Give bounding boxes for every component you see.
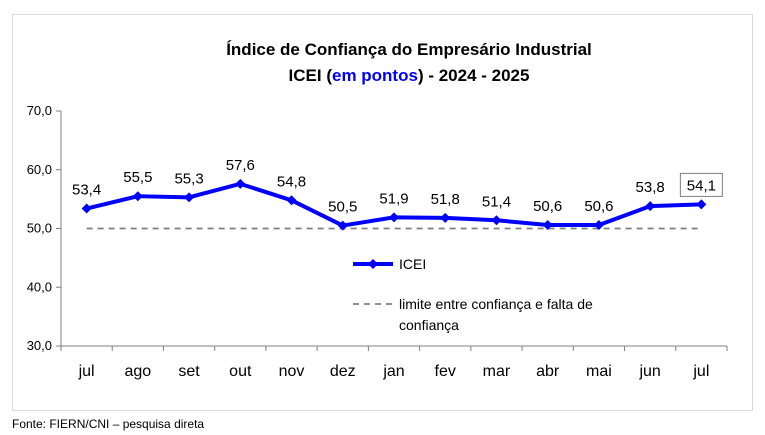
legend-icei-label: ICEI bbox=[399, 256, 426, 272]
y-tick-label: 60,0 bbox=[27, 162, 52, 177]
y-tick-label: 50,0 bbox=[27, 221, 52, 236]
icei-point bbox=[440, 212, 451, 223]
x-tick-label: jul bbox=[692, 363, 709, 380]
data-label: 54,1 bbox=[687, 177, 716, 194]
data-label: 50,6 bbox=[584, 198, 613, 215]
highlight-label-box bbox=[679, 172, 723, 197]
chart-subtitle: ICEI (em pontos) - 2024 - 2025 bbox=[289, 66, 530, 85]
x-tick-label: dez bbox=[330, 363, 356, 380]
subtitle-accent: em pontos bbox=[332, 66, 418, 85]
x-tick-label: mai bbox=[586, 363, 612, 380]
x-tick-label: jun bbox=[638, 363, 660, 380]
x-tick-label: abr bbox=[536, 363, 560, 380]
series-layer bbox=[81, 178, 707, 231]
x-tick-label: nov bbox=[279, 363, 305, 380]
data-label: 51,9 bbox=[379, 190, 408, 207]
icei-point bbox=[81, 203, 92, 214]
y-tick-label: 70,0 bbox=[27, 103, 52, 118]
data-labels-layer: 53,4 55,5 55,3 57,6 54,8 50,5 51,9 51,8 51,4 50,6… bbox=[72, 157, 723, 216]
y-tick-label: 40,0 bbox=[27, 279, 52, 294]
legend-icei-marker bbox=[368, 259, 378, 269]
data-label: 50,5 bbox=[328, 199, 357, 216]
chart-title: Índice de Confiança do Empresário Indust… bbox=[226, 40, 592, 59]
source-note: Fonte: FIERN/CNI – pesquisa direta bbox=[12, 417, 205, 431]
data-label: 50,6 bbox=[533, 198, 562, 215]
subtitle-part-2: ) - 2024 - 2025 bbox=[418, 66, 530, 85]
subtitle-part-1: ICEI ( bbox=[289, 66, 333, 85]
x-tick-label: mar bbox=[483, 363, 511, 380]
icei-point bbox=[696, 199, 707, 210]
legend: ICEI limite entre confiança e falta de con… bbox=[353, 256, 593, 333]
y-tick-label: 30,0 bbox=[27, 338, 52, 353]
x-tick-label: ago bbox=[124, 363, 151, 380]
chart-svg: Índice de Confiança do Empresário Indust… bbox=[27, 40, 728, 380]
icei-point bbox=[491, 215, 502, 226]
x-tick-label: jul bbox=[78, 363, 95, 380]
legend-reference-label: confiança bbox=[399, 317, 459, 333]
icei-point bbox=[184, 192, 195, 203]
icei-point bbox=[389, 212, 399, 223]
data-label: 53,4 bbox=[72, 182, 101, 199]
icei-point bbox=[235, 178, 246, 189]
data-label: 55,3 bbox=[174, 170, 203, 187]
legend-reference-label: limite entre confiança e falta de bbox=[399, 296, 593, 312]
x-tick-label: fev bbox=[435, 363, 456, 380]
data-label: 54,8 bbox=[277, 173, 306, 190]
icei-point bbox=[337, 220, 348, 231]
icei-point bbox=[132, 191, 143, 202]
x-tick-label: set bbox=[178, 363, 200, 380]
chart-frame: Índice de Confiança do Empresário Indust… bbox=[12, 14, 753, 411]
icei-point bbox=[286, 195, 297, 206]
data-label: 55,5 bbox=[123, 169, 152, 186]
icei-point bbox=[645, 201, 656, 212]
data-label: 51,4 bbox=[482, 193, 511, 210]
axes-layer: 30,0 40,0 50,0 60,0 70,0 jul ago set out nov dez ja… bbox=[27, 103, 728, 380]
data-label: 57,6 bbox=[226, 157, 255, 174]
data-label: 51,8 bbox=[431, 191, 460, 208]
x-tick-label: out bbox=[229, 363, 252, 380]
data-label: 53,8 bbox=[636, 179, 665, 196]
x-tick-label: jan bbox=[382, 363, 404, 380]
icei-point bbox=[593, 219, 604, 230]
icei-point bbox=[542, 219, 553, 230]
